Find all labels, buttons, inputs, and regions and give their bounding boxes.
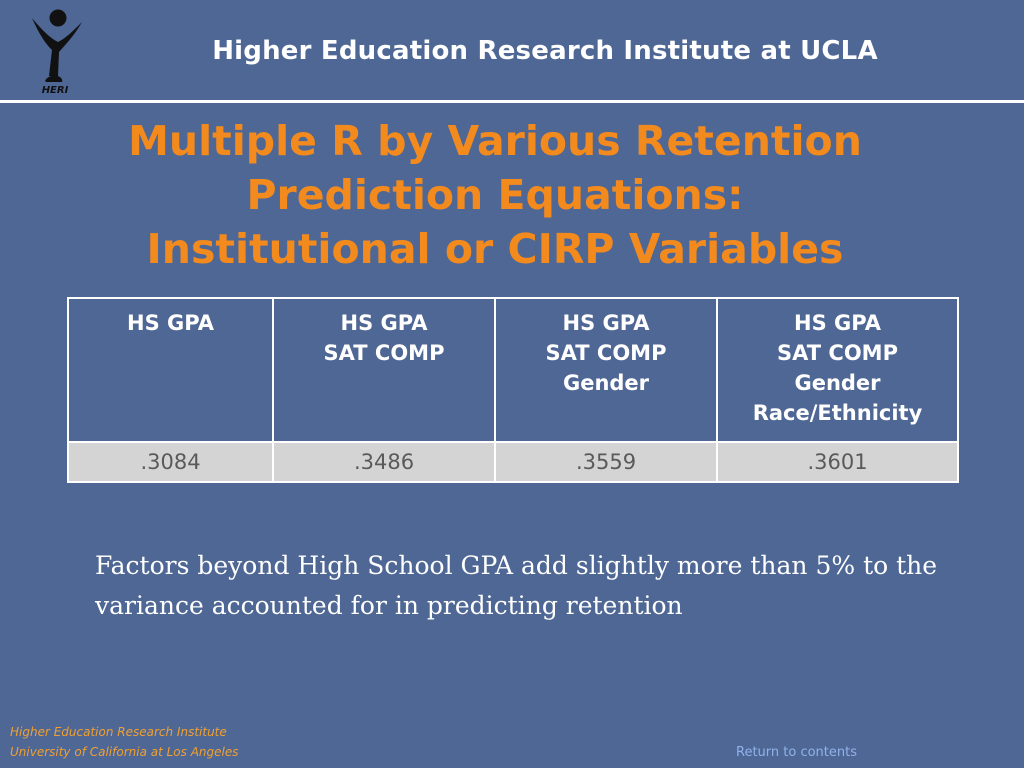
table-value-cell: .3601 <box>716 441 959 483</box>
slide-title: Multiple R by Various Retention Predicti… <box>0 114 990 276</box>
footer: Higher Education Research Institute Univ… <box>10 722 239 762</box>
heri-logo: HERI <box>32 9 82 96</box>
header-line: HS GPA <box>127 311 214 335</box>
retention-table: HS GPA HS GPA SAT COMP HS GPA SAT COMP G… <box>67 297 959 483</box>
header-line: SAT COMP <box>323 341 445 365</box>
header-line: HS GPA <box>794 311 881 335</box>
logo-text: HERI <box>42 85 69 96</box>
header-divider <box>0 100 1024 103</box>
table-row: .3084 .3486 .3559 .3601 <box>67 441 959 483</box>
table-header-cell: HS GPA SAT COMP <box>272 297 496 443</box>
slide-title-line-3: Institutional or CIRP Variables <box>146 225 844 273</box>
header-line: SAT COMP <box>777 341 898 365</box>
table-header-cell: HS GPA SAT COMP Gender Race/Ethnicity <box>716 297 959 443</box>
header-title: Higher Education Research Institute at U… <box>212 36 878 66</box>
table-header-row: HS GPA HS GPA SAT COMP HS GPA SAT COMP G… <box>67 297 959 443</box>
return-to-contents-link[interactable]: Return to contents <box>736 745 857 760</box>
header-line: Race/Ethnicity <box>752 401 923 425</box>
slide-title-line-1: Multiple R by Various Retention <box>128 117 862 165</box>
table-header-cell: HS GPA <box>67 297 274 443</box>
table-header-cell: HS GPA SAT COMP Gender <box>494 297 718 443</box>
table-value-cell: .3084 <box>67 441 274 483</box>
header-line: Gender <box>794 371 881 395</box>
header-line: SAT COMP <box>545 341 667 365</box>
table-value-cell: .3559 <box>494 441 718 483</box>
header-line: HS GPA <box>340 311 428 335</box>
header-line: HS GPA <box>562 311 650 335</box>
footer-university: University of California at Los Angeles <box>10 745 239 759</box>
footer-institute: Higher Education Research Institute <box>10 725 227 739</box>
header-line: Gender <box>562 371 650 395</box>
table-value-cell: .3486 <box>272 441 496 483</box>
slide-title-line-2: Prediction Equations: <box>246 171 744 219</box>
summary-note: Factors beyond High School GPA add sligh… <box>95 551 938 620</box>
